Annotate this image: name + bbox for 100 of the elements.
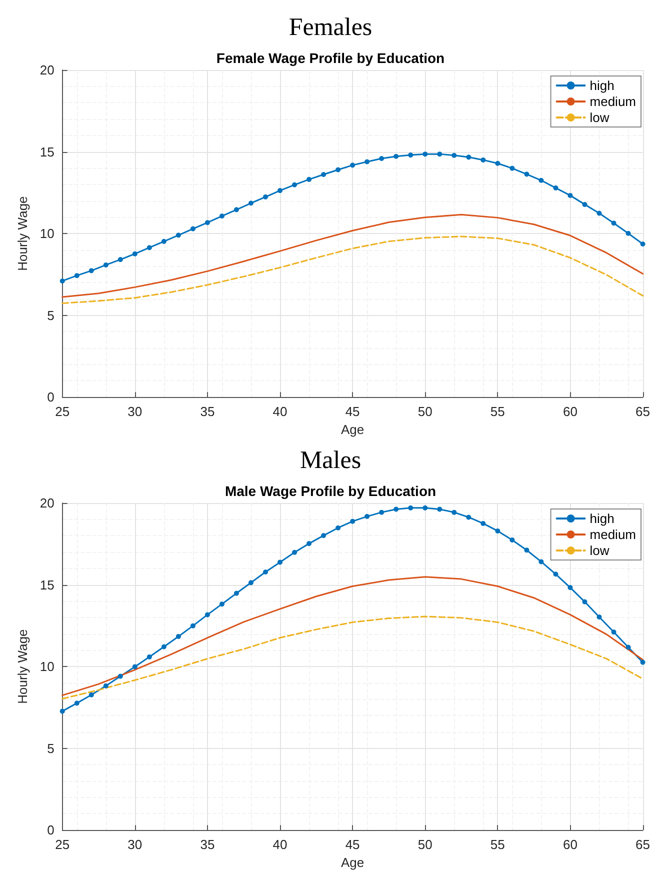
point [480, 520, 486, 526]
point [553, 185, 558, 190]
point [176, 232, 181, 238]
x-tick-label: 45 [345, 837, 360, 852]
point [306, 176, 312, 182]
y-tick-label: 15 [40, 577, 54, 592]
x-tick-label: 55 [490, 404, 505, 420]
point [553, 572, 558, 577]
point [422, 505, 428, 510]
point [74, 700, 80, 706]
point [640, 660, 646, 665]
point [161, 644, 166, 650]
point [60, 278, 65, 284]
point [103, 262, 108, 268]
x-tick-label: 50 [418, 837, 432, 852]
point [161, 238, 166, 244]
point [263, 570, 268, 575]
line-series [62, 616, 644, 700]
line-series [62, 576, 644, 696]
y-axis-title: Hourly Wage [15, 629, 30, 704]
x-tick-label: 25 [55, 404, 70, 420]
point [379, 510, 384, 515]
point [364, 514, 370, 519]
point [219, 214, 224, 219]
point [190, 623, 196, 628]
point [74, 273, 80, 278]
point [278, 560, 283, 565]
point [538, 178, 544, 183]
point [146, 245, 152, 250]
point [452, 152, 457, 158]
chart-subtitle: Male Wage Profile by Education [224, 483, 436, 499]
point [234, 590, 239, 596]
point [321, 533, 326, 538]
legend-label: low [590, 543, 610, 558]
point [495, 528, 500, 534]
y-axis-title: Hourly Wage [15, 196, 30, 271]
line-series [62, 236, 644, 304]
point [640, 242, 646, 247]
point [524, 172, 530, 177]
point [596, 614, 602, 620]
point [495, 160, 500, 166]
point [60, 708, 65, 714]
point [568, 585, 573, 590]
point [408, 152, 414, 158]
x-tick-label: 60 [562, 837, 578, 852]
point [118, 674, 123, 679]
point [336, 167, 341, 172]
legend-label: medium [590, 527, 636, 542]
y-tick-label: 0 [47, 822, 54, 838]
point [379, 156, 384, 161]
point [103, 683, 108, 688]
point [452, 510, 457, 515]
y-tick-label: 10 [40, 226, 54, 242]
x-tick-label: 35 [200, 837, 215, 852]
point [611, 220, 616, 226]
point [248, 200, 254, 206]
point [510, 166, 515, 171]
point [248, 580, 254, 586]
x-axis-title: Age [340, 855, 364, 870]
point [190, 226, 196, 232]
x-tick-label: 65 [636, 404, 650, 420]
point [292, 182, 298, 188]
point [582, 599, 588, 604]
x-tick-label: 25 [55, 837, 70, 852]
point [626, 644, 631, 650]
point [278, 188, 283, 194]
point [132, 251, 138, 256]
point [132, 664, 138, 670]
point [350, 518, 356, 524]
point [263, 194, 268, 200]
point [176, 634, 181, 639]
chart-title: Females [288, 14, 372, 41]
point [422, 152, 428, 157]
y-tick-label: 10 [40, 659, 54, 674]
x-tick-label: 55 [490, 837, 505, 852]
point [480, 157, 486, 162]
legend-label: medium [590, 94, 636, 109]
point [204, 612, 210, 618]
point [626, 230, 631, 236]
point [204, 220, 210, 226]
x-tick-label: 30 [128, 404, 142, 420]
x-tick-label: 30 [128, 837, 142, 852]
legend-label: low [590, 110, 610, 125]
point [611, 630, 616, 635]
x-tick-label: 65 [636, 837, 650, 852]
point [350, 162, 356, 168]
point [437, 152, 442, 157]
point [510, 537, 515, 542]
x-tick-label: 60 [562, 404, 578, 420]
point [234, 207, 239, 212]
point [524, 548, 530, 553]
y-tick-label: 15 [40, 144, 54, 160]
x-tick-label: 40 [272, 837, 288, 852]
line-series [62, 214, 644, 298]
point [408, 505, 414, 510]
x-tick-label: 35 [200, 404, 215, 420]
y-tick-label: 20 [40, 496, 54, 510]
point [118, 257, 123, 262]
y-tick-label: 5 [47, 308, 54, 323]
y-tick-label: 0 [47, 390, 54, 405]
